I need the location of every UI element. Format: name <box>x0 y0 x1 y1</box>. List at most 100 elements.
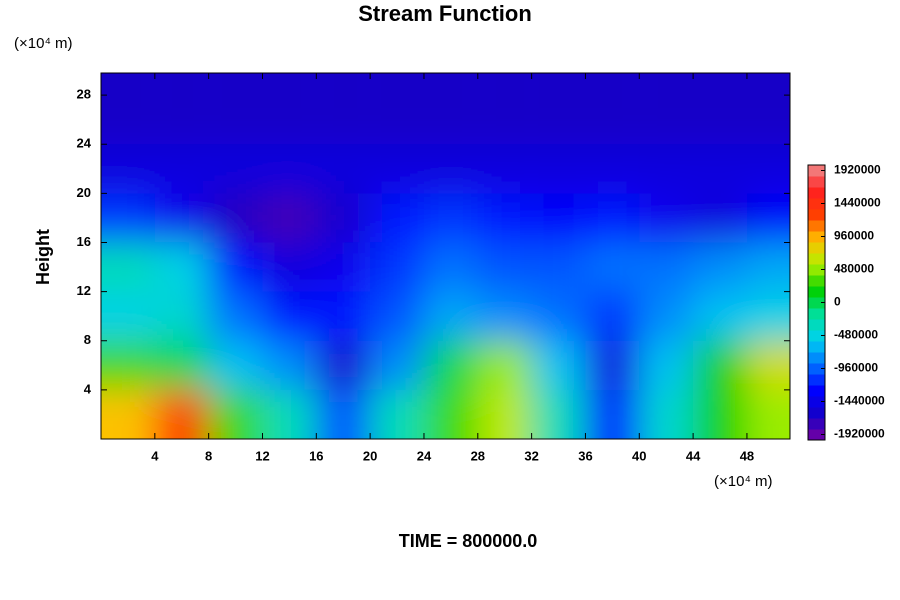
field-cell <box>746 291 790 341</box>
field-cell <box>746 340 790 390</box>
field-cell <box>639 340 694 390</box>
field-cell <box>370 193 424 243</box>
chart-title: Stream Function <box>358 1 532 26</box>
x-tick-label: 28 <box>471 448 485 463</box>
field-cell <box>154 242 209 292</box>
colorbar-segment <box>808 286 825 298</box>
y-tick-label: 12 <box>77 283 91 298</box>
x-unit: (×10⁴ m) <box>714 473 773 490</box>
field-cell <box>585 291 640 341</box>
colorbar-tick-label: 1440000 <box>834 196 881 210</box>
field-cell <box>639 144 694 194</box>
field-cell <box>585 242 640 292</box>
colorbar-segment <box>808 374 825 386</box>
field-cell <box>262 193 317 243</box>
field-cell <box>101 242 155 292</box>
field-cell <box>262 73 317 145</box>
field-cell <box>531 193 586 243</box>
field-cell <box>693 73 747 145</box>
colorbar-segment <box>808 407 825 419</box>
colorbar-tick-label: -1440000 <box>834 394 885 408</box>
colorbar-segment <box>808 385 825 397</box>
field-cell <box>423 73 478 145</box>
field-cell <box>585 340 640 390</box>
colorbar-segment <box>808 220 825 232</box>
colorbar-tick-label: -480000 <box>834 328 878 342</box>
field-cell <box>693 193 747 243</box>
field-cell <box>531 291 586 341</box>
x-tick-label: 16 <box>309 448 323 463</box>
colorbar-segment <box>808 308 825 320</box>
colorbar: 1920000 1440000 960000 480000 0 -480000 -96000… <box>807 163 885 441</box>
colorbar-segment <box>808 330 825 342</box>
colorbar-segment <box>808 363 825 375</box>
y-tick-label: 16 <box>77 234 91 249</box>
colorbar-segment <box>808 297 825 309</box>
field-cell <box>746 144 790 194</box>
field-cell <box>477 340 532 390</box>
field-cell <box>746 193 790 243</box>
y-unit: (×10⁴ m) <box>14 35 73 52</box>
field-cell <box>531 242 586 292</box>
field-cell <box>316 73 371 145</box>
field-cell <box>423 144 478 194</box>
field-cell <box>531 389 586 439</box>
field-cell <box>316 193 371 243</box>
field-cell <box>101 193 155 243</box>
colorbar-segment <box>808 429 825 441</box>
field-cell <box>370 340 424 390</box>
x-tick-label: 40 <box>632 448 646 463</box>
field-cell <box>477 242 532 292</box>
field-cell <box>693 389 747 439</box>
field-cell <box>693 340 747 390</box>
field-cell <box>477 193 532 243</box>
field-cell <box>262 242 317 292</box>
field-cell <box>208 291 263 341</box>
field-cell <box>477 73 532 145</box>
field-cell <box>316 144 371 194</box>
field-cell <box>101 144 155 194</box>
field-cell <box>370 291 424 341</box>
colorbar-tick-label: 480000 <box>834 262 874 276</box>
plot-frame <box>100 72 791 440</box>
field-cell <box>423 242 478 292</box>
field-cell <box>746 389 790 439</box>
field-cell <box>423 291 478 341</box>
colorbar-tick-label: -1920000 <box>834 427 885 441</box>
field-cell <box>208 389 263 439</box>
field-cell <box>693 242 747 292</box>
y-tick-label: 4 <box>84 381 92 396</box>
field-cell <box>746 242 790 292</box>
x-tick-label: 32 <box>524 448 538 463</box>
field-cell <box>316 389 371 439</box>
field-cell <box>639 242 694 292</box>
colorbar-tick-label: 960000 <box>834 229 874 243</box>
y-tick-label: 28 <box>77 87 91 102</box>
field-cell <box>370 389 424 439</box>
field-cell <box>101 291 155 341</box>
y-tick-label: 8 <box>84 332 91 347</box>
field-cell <box>208 144 263 194</box>
field-cell <box>154 144 209 194</box>
field-cell <box>101 73 155 145</box>
colorbar-segment <box>808 396 825 408</box>
field-cell <box>585 144 640 194</box>
y-axis-label: Height <box>33 229 53 285</box>
field-cell <box>154 340 209 390</box>
colorbar-segment <box>808 275 825 287</box>
colorbar-segment <box>808 176 825 188</box>
field-cell <box>262 340 317 390</box>
field-cell <box>262 389 317 439</box>
colorbar-segment <box>808 341 825 353</box>
field-cell <box>639 291 694 341</box>
field-cell <box>639 73 694 145</box>
field-cell <box>370 73 424 145</box>
field-cell <box>316 340 371 390</box>
field-cell <box>477 291 532 341</box>
colorbar-segment <box>808 253 825 265</box>
x-tick-label: 48 <box>740 448 754 463</box>
colorbar-tick-label: 0 <box>834 295 841 309</box>
